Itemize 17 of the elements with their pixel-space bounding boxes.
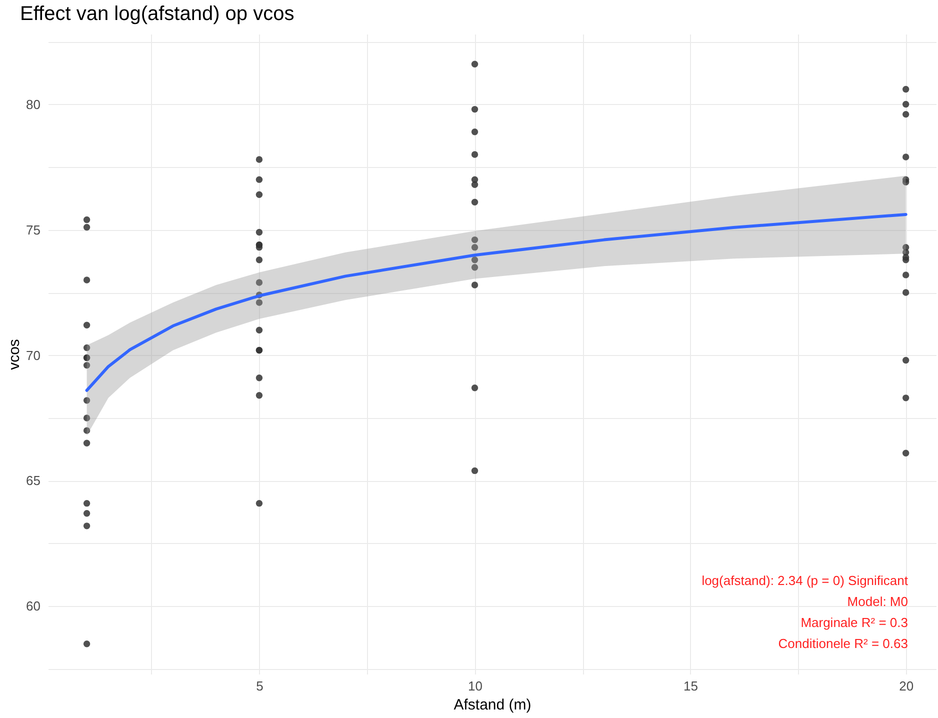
y-axis-title: vcos [6,339,24,370]
y-tick-label: 65 [26,473,40,488]
y-tick-label: 80 [26,96,40,112]
x-tick-label: 15 [684,678,698,694]
annotation: Model: M0 [847,594,908,609]
x-axis-title: Afstand (m) [454,696,532,714]
x-tick-label: 20 [899,678,914,694]
annotation: log(afstand): 2.34 (p = 0) Significant [702,573,908,588]
line-series [85,212,908,392]
annotation: Marginale R² = 0.3 [800,615,908,630]
chart-title: Effect van log(afstand) op vcos [20,3,294,25]
y-tick-label: 75 [26,222,40,238]
y-tick-label: 60 [26,598,40,614]
x-tick-label: 10 [468,678,482,694]
x-tick-label: 5 [256,678,264,694]
y-tick-label: 70 [26,348,40,363]
annotation: Conditionele R² = 0.63 [778,636,908,651]
